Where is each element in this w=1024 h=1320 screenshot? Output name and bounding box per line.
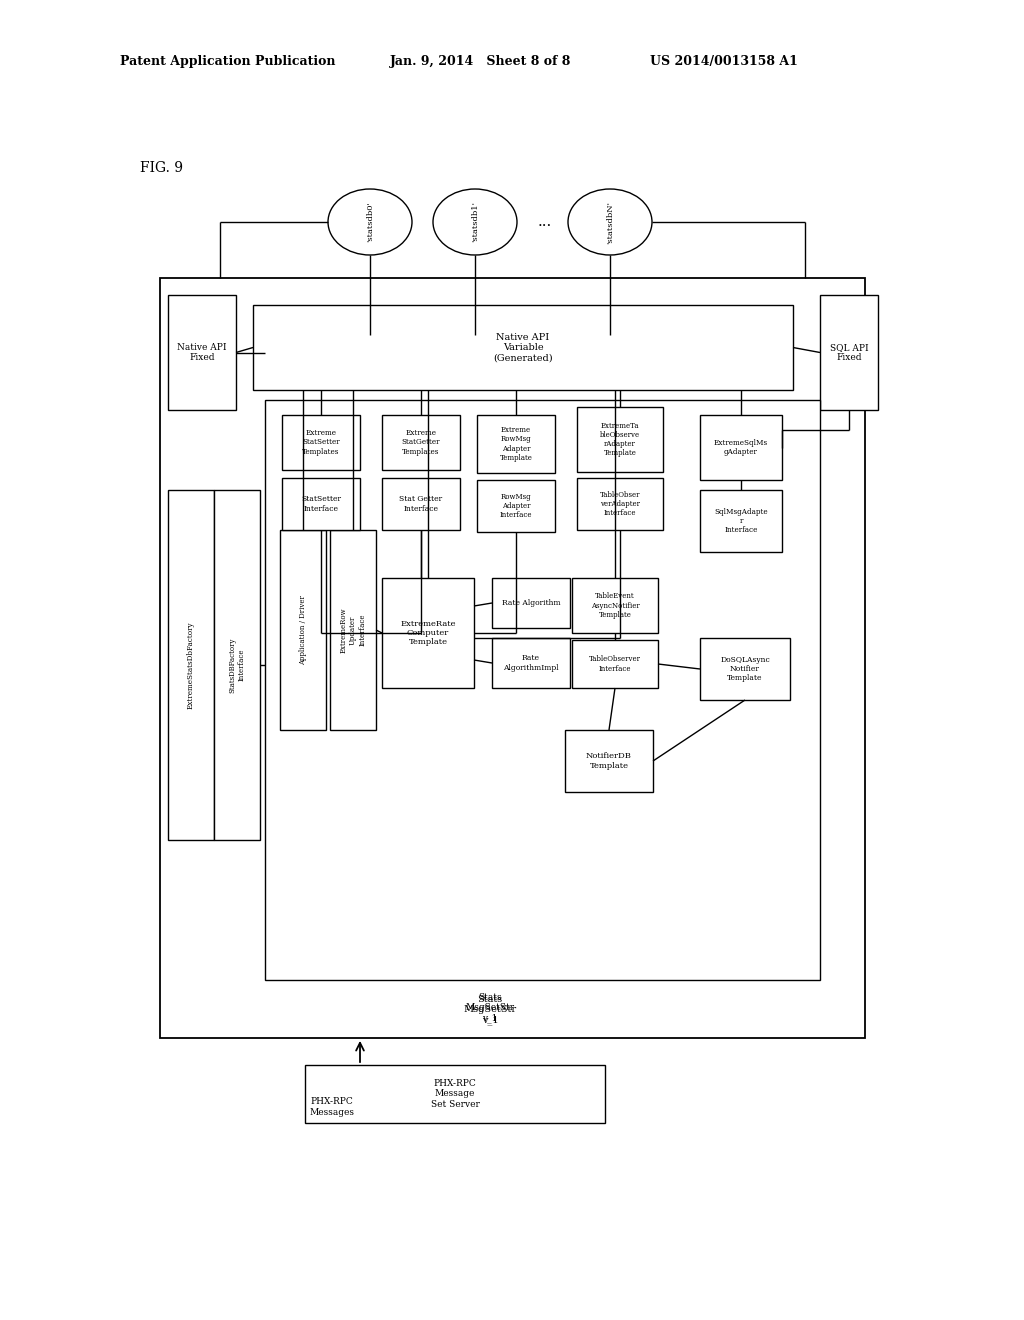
Bar — [265, 400, 820, 979]
Text: Patent Application Publication: Patent Application Publication — [120, 55, 336, 69]
Bar — [492, 578, 570, 628]
Bar — [168, 490, 214, 840]
Bar — [382, 414, 460, 470]
Bar — [700, 490, 782, 552]
Bar — [565, 730, 653, 792]
Text: TableObserver
Interface: TableObserver Interface — [589, 656, 641, 673]
Text: Extreme
StatSetter
Templates: Extreme StatSetter Templates — [302, 429, 340, 455]
Text: ExtremeTa
bleObserve
rAdapter
Template: ExtremeTa bleObserve rAdapter Template — [600, 421, 640, 457]
Bar — [305, 1065, 605, 1123]
Text: Jan. 9, 2014   Sheet 8 of 8: Jan. 9, 2014 Sheet 8 of 8 — [390, 55, 571, 69]
Text: Rate Algorithm: Rate Algorithm — [502, 599, 560, 607]
Bar — [382, 478, 460, 531]
Text: SQL API
Fixed: SQL API Fixed — [829, 343, 868, 362]
Bar — [477, 480, 555, 532]
Text: PHX-RPC
Messages: PHX-RPC Messages — [309, 1097, 354, 1117]
Bar — [160, 279, 865, 1038]
Text: DoSQLAsync
Notifier
Template: DoSQLAsync Notifier Template — [720, 656, 770, 682]
Bar — [572, 578, 658, 634]
Bar — [820, 294, 878, 411]
Text: PHX-RPC
Message
Set Server: PHX-RPC Message Set Server — [430, 1080, 479, 1109]
Bar — [282, 414, 360, 470]
Text: SqlMsgAdapte
r
Interface: SqlMsgAdapte r Interface — [714, 508, 768, 535]
Bar — [382, 578, 474, 688]
Text: ExtremeRow
Updater
Interface: ExtremeRow Updater Interface — [340, 607, 367, 653]
Text: StatSetter
Interface: StatSetter Interface — [301, 495, 341, 512]
Bar — [280, 531, 326, 730]
Text: Native API
Variable
(Generated): Native API Variable (Generated) — [494, 333, 553, 363]
Text: 'statsdbN': 'statsdbN' — [606, 201, 614, 243]
Text: Rate
AlgorithmImpl: Rate AlgorithmImpl — [503, 655, 559, 672]
Bar — [477, 414, 555, 473]
Text: ExtremeRate
Computer
Template: ExtremeRate Computer Template — [400, 620, 456, 647]
Text: US 2014/0013158 A1: US 2014/0013158 A1 — [650, 55, 798, 69]
Bar — [577, 478, 663, 531]
Bar — [214, 490, 260, 840]
Text: Stats
MsgSetStr
v_1: Stats MsgSetStr v_1 — [466, 993, 515, 1023]
Text: Extreme
RowMsg
Adapter
Template: Extreme RowMsg Adapter Template — [500, 426, 532, 462]
Text: Stat Getter
Interface: Stat Getter Interface — [399, 495, 442, 512]
Text: FIG. 9: FIG. 9 — [140, 161, 183, 176]
Bar — [700, 414, 782, 480]
Text: Stats
MsgSetStr
v_1: Stats MsgSetStr v_1 — [464, 995, 516, 1026]
Text: NotifierDB
Template: NotifierDB Template — [586, 752, 632, 770]
Bar — [700, 638, 790, 700]
Text: ExtremeStatsDbFactory: ExtremeStatsDbFactory — [187, 622, 195, 709]
Bar — [168, 294, 236, 411]
Text: Application / Driver: Application / Driver — [299, 595, 307, 665]
Text: 'statsdb0': 'statsdb0' — [366, 202, 374, 243]
Bar — [492, 638, 570, 688]
Bar — [253, 305, 793, 389]
Bar — [572, 640, 658, 688]
Text: TableEvent
AsyncNotifier
Template: TableEvent AsyncNotifier Template — [591, 593, 639, 619]
Text: StatsDBFactory
Interface: StatsDBFactory Interface — [228, 638, 246, 693]
Bar — [577, 407, 663, 473]
Text: ExtremeSqlMs
gAdapter: ExtremeSqlMs gAdapter — [714, 438, 768, 457]
Text: TableObser
verAdapter
Interface: TableObser verAdapter Interface — [600, 491, 640, 517]
Bar — [330, 531, 376, 730]
Text: ...: ... — [538, 215, 552, 228]
Text: Extreme
StatGetter
Templates: Extreme StatGetter Templates — [401, 429, 440, 455]
Bar — [282, 478, 360, 531]
Text: Native API
Fixed: Native API Fixed — [177, 343, 226, 362]
Text: RowMsg
Adapter
Interface: RowMsg Adapter Interface — [500, 492, 532, 519]
Text: 'statsdb1': 'statsdb1' — [471, 202, 479, 243]
